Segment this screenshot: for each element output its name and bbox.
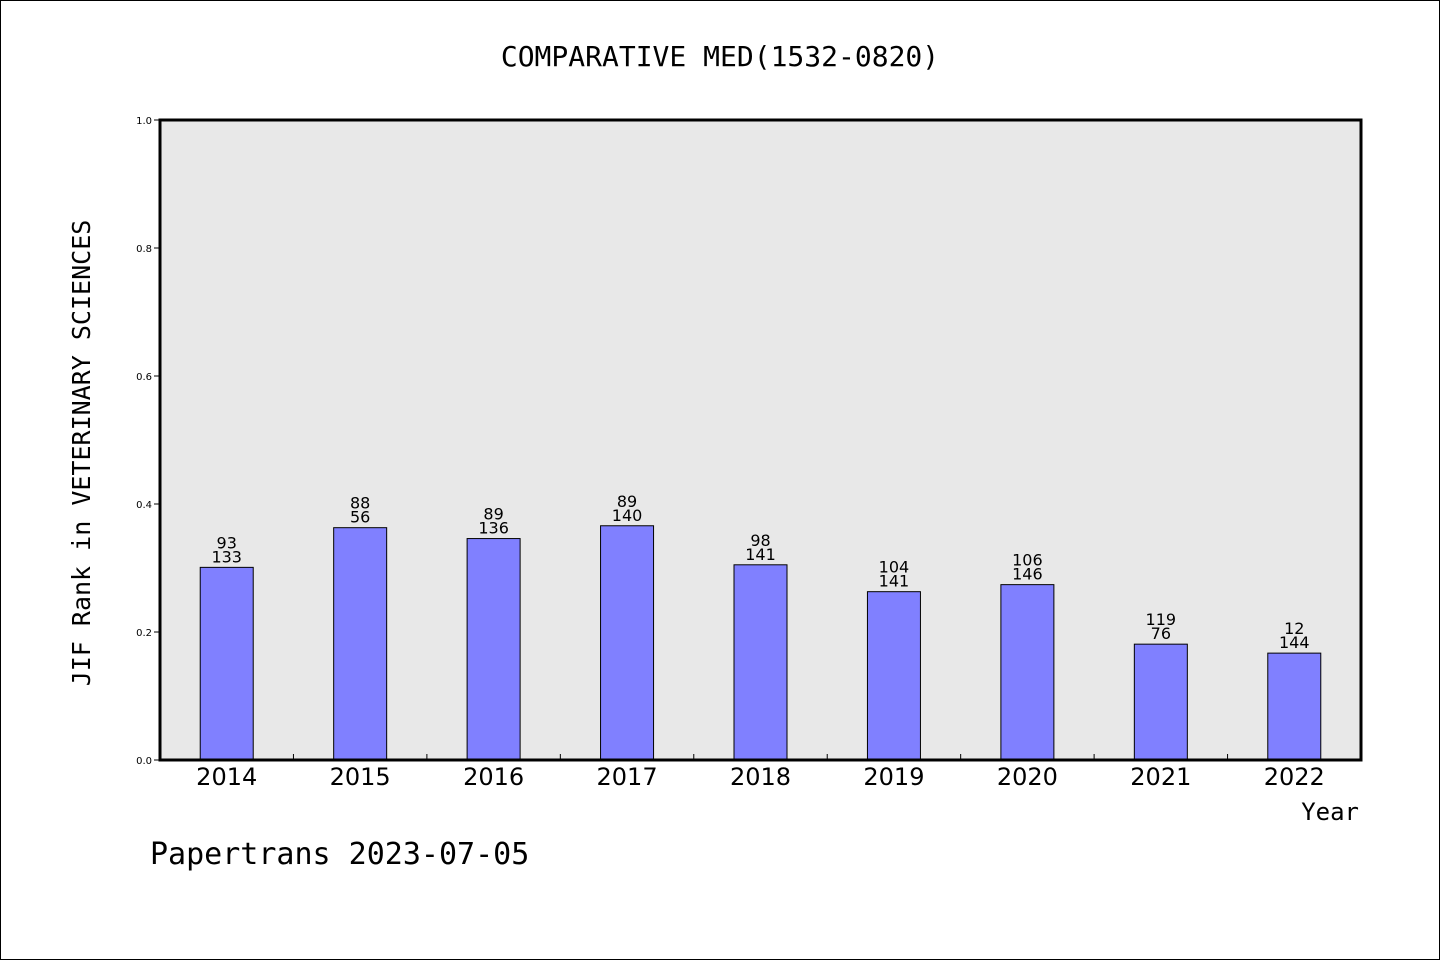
y-tick-label-3: 0.6 [136, 372, 152, 383]
data-label-bottom-2015: 56 [350, 508, 370, 527]
chart-title: COMPARATIVE MED(1532-0820) [501, 40, 939, 73]
data-label-bottom-2021: 76 [1151, 624, 1171, 643]
bar-2016 [466, 538, 521, 761]
x-tick-label-2019: 2019 [863, 763, 924, 791]
x-tick-label-2022: 2022 [1264, 763, 1325, 791]
bar-2018 [733, 564, 788, 761]
data-label-top-2014: 93 [217, 533, 237, 552]
x-tick-label-2017: 2017 [597, 763, 658, 791]
x-tick-label-2018: 2018 [730, 763, 791, 791]
footer-watermark: Papertrans 2023-07-05 [150, 837, 529, 872]
bar-2014 [199, 566, 254, 761]
data-label-top-2015: 88 [350, 494, 370, 513]
x-tick-label-2015: 2015 [330, 763, 391, 791]
x-tick-label-2020: 2020 [997, 763, 1058, 791]
bar-2021 [1133, 643, 1188, 761]
data-label-top-2018: 98 [750, 531, 770, 550]
x-tick-label-2014: 2014 [196, 763, 257, 791]
bar-2017 [600, 525, 655, 761]
data-label-top-2020: 106 [1012, 551, 1043, 570]
data-label-top-2021: 119 [1146, 610, 1177, 629]
data-label-bottom-2016: 136 [478, 519, 509, 538]
bar-2019 [866, 591, 921, 761]
data-label-top-2017: 89 [617, 492, 637, 511]
data-label-bottom-2018: 141 [745, 545, 776, 564]
data-label-top-2019: 104 [879, 558, 910, 577]
data-label-top-2016: 89 [483, 505, 503, 524]
data-label-top-2022: 12 [1284, 619, 1304, 638]
y-axis-label: JIF Rank in VETERINARY SCIENCES [67, 220, 96, 687]
y-tick-label-2: 0.4 [136, 500, 152, 511]
bar-2022 [1267, 652, 1322, 761]
x-axis-label: Year [1301, 798, 1359, 826]
x-tick-label-2016: 2016 [463, 763, 524, 791]
data-label-bottom-2014: 133 [211, 547, 242, 566]
y-tick-label-5: 1.0 [136, 116, 152, 127]
y-tick-label-1: 0.2 [136, 628, 152, 639]
y-tick-label-4: 0.8 [136, 244, 152, 255]
data-label-bottom-2019: 141 [879, 572, 910, 591]
bar-2015 [333, 527, 388, 761]
bar-2020 [1000, 584, 1055, 761]
data-label-bottom-2022: 144 [1279, 633, 1310, 652]
y-tick-label-0: 0.0 [136, 756, 152, 767]
plot-border [158, 118, 1363, 762]
data-label-bottom-2017: 140 [612, 506, 643, 525]
data-label-bottom-2020: 146 [1012, 565, 1043, 584]
x-tick-label-2021: 2021 [1130, 763, 1191, 791]
